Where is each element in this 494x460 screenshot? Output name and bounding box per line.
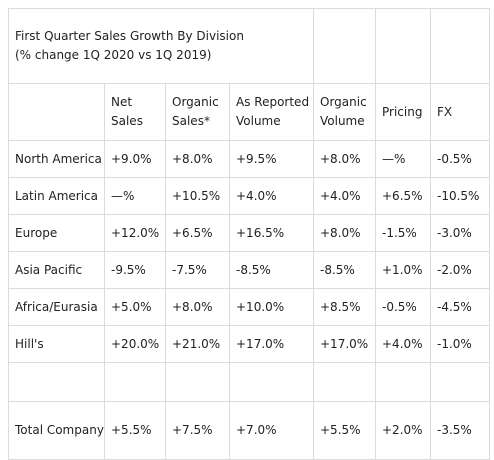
- header-label: Organic Volume: [320, 95, 367, 128]
- net-sales-value: -9.5%: [104, 251, 166, 289]
- title-row: First Quarter Sales Growth By Division (…: [8, 8, 490, 84]
- as-reported-volume-value: +16.5%: [229, 214, 314, 252]
- division-label: Europe: [8, 214, 105, 252]
- division-label: North America: [8, 140, 105, 178]
- header-label: FX: [437, 104, 453, 119]
- as-reported-volume-value: +9.5%: [229, 140, 314, 178]
- net-sales-value: +20.0%: [104, 325, 166, 363]
- as-reported-volume-value: -8.5%: [229, 251, 314, 289]
- organic-sales-value: +8.0%: [165, 288, 230, 326]
- empty-cell: [165, 362, 230, 402]
- empty-cell: [104, 362, 166, 402]
- header-net-sales: Net Sales: [104, 83, 166, 141]
- organic-sales-value: +6.5%: [165, 214, 230, 252]
- header-label: Organic Sales*: [172, 95, 219, 128]
- organic-volume-value: +17.0%: [313, 325, 376, 363]
- empty-cell: [313, 362, 376, 402]
- header-fx: FX: [430, 83, 490, 141]
- organic-volume-value: -8.5%: [313, 251, 376, 289]
- as-reported-volume-value: +4.0%: [229, 177, 314, 215]
- pricing-value: —%: [375, 140, 431, 178]
- empty-cell: [229, 362, 314, 402]
- header-organic-sales: Organic Sales*: [165, 83, 230, 141]
- title-filler-cell: [375, 8, 431, 84]
- empty-cell: [430, 362, 490, 402]
- header-label: Pricing: [382, 104, 423, 119]
- fx-value: -1.0%: [430, 325, 490, 363]
- fx-value: -3.0%: [430, 214, 490, 252]
- fx-value: -2.0%: [430, 251, 490, 289]
- table-row: North America +9.0% +8.0% +9.5% +8.0% —%…: [8, 140, 490, 178]
- empty-cell: [375, 362, 431, 402]
- organic-sales-value: +8.0%: [165, 140, 230, 178]
- table-title: First Quarter Sales Growth By Division: [15, 29, 244, 43]
- division-label: Hill's: [8, 325, 105, 363]
- table-row: Hill's +20.0% +21.0% +17.0% +17.0% +4.0%…: [8, 325, 490, 363]
- pricing-value: +1.0%: [375, 251, 431, 289]
- header-as-reported-volume: As Reported Volume: [229, 83, 314, 141]
- title-cell: First Quarter Sales Growth By Division (…: [8, 8, 314, 84]
- title-filler-cell: [430, 8, 490, 84]
- header-organic-volume: Organic Volume: [313, 83, 376, 141]
- as-reported-volume-value: +7.0%: [229, 401, 314, 460]
- organic-volume-value: +8.0%: [313, 214, 376, 252]
- organic-sales-value: +7.5%: [165, 401, 230, 460]
- organic-volume-value: +8.0%: [313, 140, 376, 178]
- header-label: Net Sales: [111, 95, 143, 128]
- as-reported-volume-value: +17.0%: [229, 325, 314, 363]
- organic-volume-value: +4.0%: [313, 177, 376, 215]
- pricing-value: +6.5%: [375, 177, 431, 215]
- net-sales-value: +9.0%: [104, 140, 166, 178]
- title-filler-cell: [313, 8, 376, 84]
- pricing-value: -0.5%: [375, 288, 431, 326]
- header-pricing: Pricing: [375, 83, 431, 141]
- empty-cell: [8, 362, 105, 402]
- organic-volume-value: +8.5%: [313, 288, 376, 326]
- fx-value: -10.5%: [430, 177, 490, 215]
- division-label: Latin America: [8, 177, 105, 215]
- table-row: Asia Pacific -9.5% -7.5% -8.5% -8.5% +1.…: [8, 251, 490, 289]
- table-subtitle: (% change 1Q 2020 vs 1Q 2019): [15, 48, 212, 62]
- table-row: Latin America —% +10.5% +4.0% +4.0% +6.5…: [8, 177, 490, 215]
- organic-sales-value: +10.5%: [165, 177, 230, 215]
- net-sales-value: —%: [104, 177, 166, 215]
- organic-sales-value: +21.0%: [165, 325, 230, 363]
- division-label: Asia Pacific: [8, 251, 105, 289]
- total-row: Total Company +5.5% +7.5% +7.0% +5.5% +2…: [8, 401, 490, 460]
- organic-sales-value: -7.5%: [165, 251, 230, 289]
- total-label: Total Company: [8, 401, 105, 460]
- as-reported-volume-value: +10.0%: [229, 288, 314, 326]
- table-row: Africa/Eurasia +5.0% +8.0% +10.0% +8.5% …: [8, 288, 490, 326]
- organic-volume-value: +5.5%: [313, 401, 376, 460]
- pricing-value: -1.5%: [375, 214, 431, 252]
- net-sales-value: +12.0%: [104, 214, 166, 252]
- division-label: Africa/Eurasia: [8, 288, 105, 326]
- net-sales-value: +5.0%: [104, 288, 166, 326]
- fx-value: -3.5%: [430, 401, 490, 460]
- pricing-value: +2.0%: [375, 401, 431, 460]
- header-row: Net Sales Organic Sales* As Reported Volume…: [8, 83, 490, 141]
- spacer-row: [8, 362, 490, 402]
- header-label: As Reported Volume: [236, 95, 310, 128]
- fx-value: -0.5%: [430, 140, 490, 178]
- pricing-value: +4.0%: [375, 325, 431, 363]
- table-row: Europe +12.0% +6.5% +16.5% +8.0% -1.5% -…: [8, 214, 490, 252]
- net-sales-value: +5.5%: [104, 401, 166, 460]
- header-cell: [8, 83, 105, 141]
- fx-value: -4.5%: [430, 288, 490, 326]
- sales-growth-table: First Quarter Sales Growth By Division (…: [8, 8, 490, 460]
